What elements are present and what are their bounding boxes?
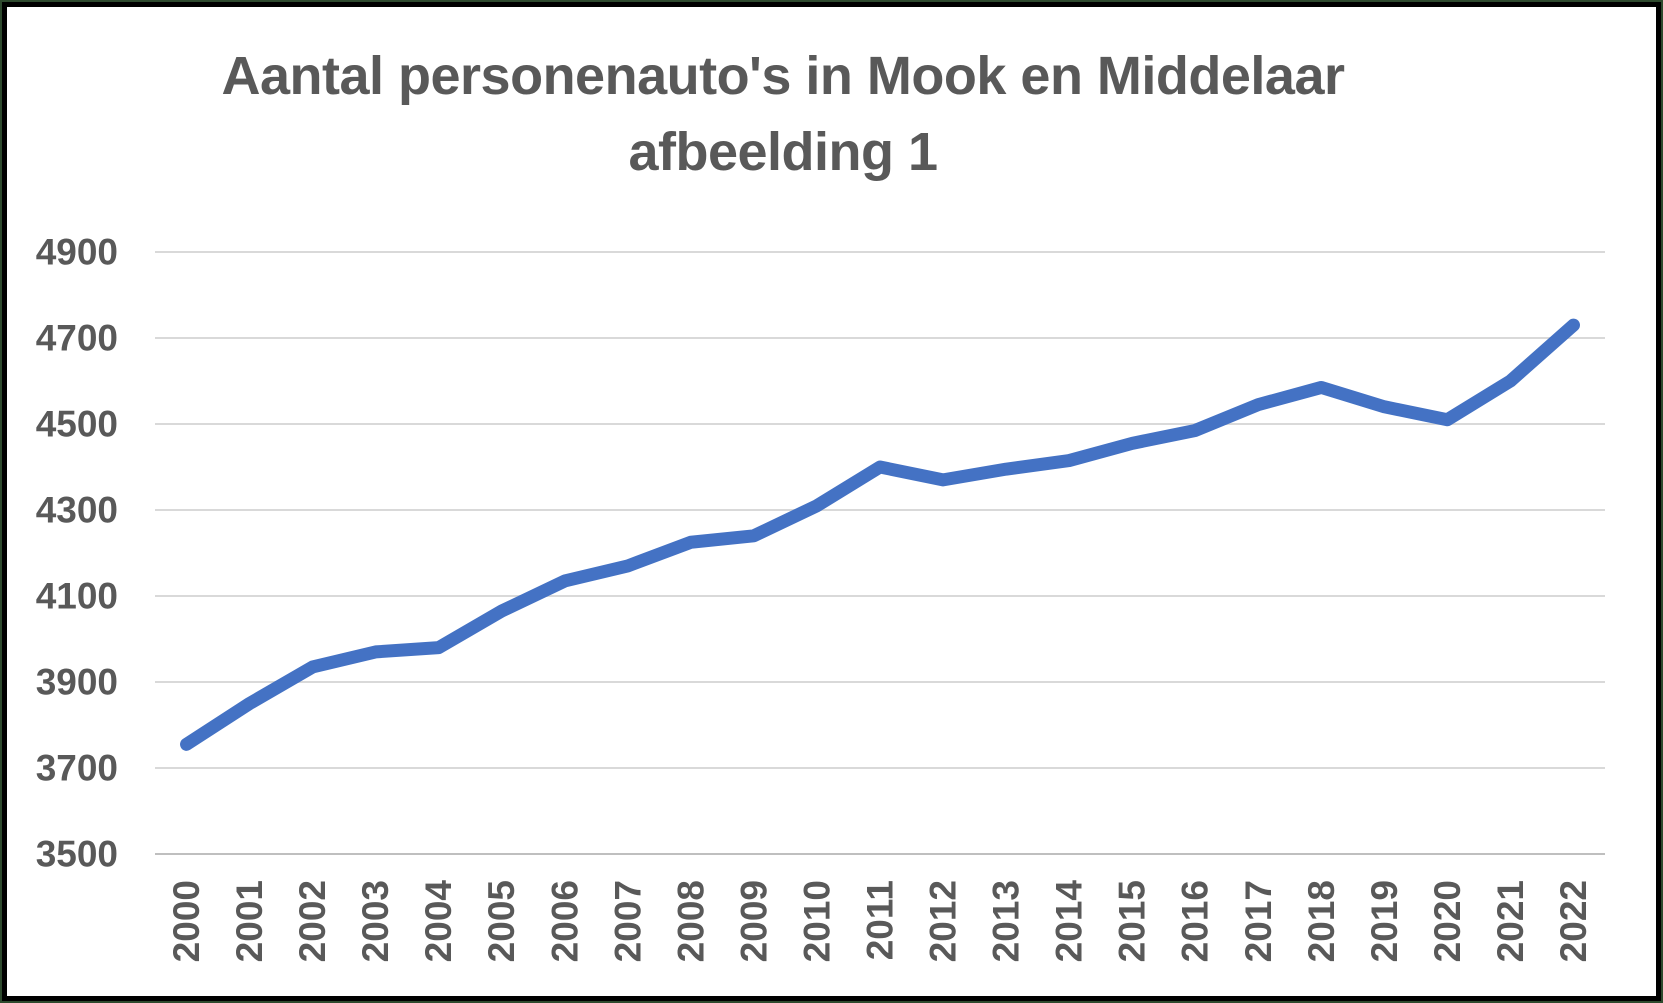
x-axis-tick-label: 2011 (860, 880, 901, 960)
x-axis-tick-label: 2001 (229, 880, 270, 962)
series-line (180, 318, 1580, 751)
x-axis-tick-label: 2006 (544, 880, 585, 962)
y-axis-tick-label: 3900 (36, 662, 118, 703)
x-axis-tick-label: 2013 (986, 880, 1027, 962)
x-axis-tick-label: 2020 (1427, 880, 1468, 962)
x-axis-tick-label: 2009 (733, 880, 774, 962)
x-axis-tick-label: 2016 (1175, 880, 1216, 962)
x-axis-tick-label: 2000 (166, 880, 207, 962)
y-axis-tick-label: 4900 (36, 232, 118, 273)
x-axis-tick-label: 2017 (1238, 880, 1279, 962)
x-axis-tick-label: 2014 (1049, 880, 1090, 963)
x-axis-tick-label: 2007 (607, 880, 648, 962)
chart-title-line1: Aantal personenauto's in Mook en Middela… (221, 46, 1345, 106)
x-axis-tick-label: 2004 (418, 880, 459, 963)
y-axis-tick-label: 4700 (36, 318, 118, 359)
x-axis-tick-label: 2010 (796, 880, 837, 962)
x-axis-tick-label: 2015 (1112, 880, 1153, 962)
x-axis-tick-label: 2003 (355, 880, 396, 962)
x-axis-tick-label: 2022 (1553, 880, 1594, 962)
x-axis-tick-label: 2018 (1301, 880, 1342, 962)
x-axis-tick-label: 2005 (481, 880, 522, 962)
y-axis-tick-label: 4300 (36, 490, 118, 531)
x-axis-tick-label: 2008 (670, 880, 711, 962)
x-axis-tick-label: 2002 (292, 880, 333, 962)
y-axis-tick-label: 4100 (36, 576, 118, 617)
y-axis-tick-label: 3500 (36, 834, 118, 875)
y-axis-tick-label: 4500 (36, 404, 118, 445)
x-axis-tick-label: 2012 (923, 880, 964, 962)
x-axis-tick-label: 2019 (1364, 880, 1405, 962)
x-axis-tick-label: 2021 (1490, 880, 1531, 962)
y-axis-tick-label: 3700 (36, 748, 118, 789)
chart-title-line2: afbeelding 1 (628, 122, 938, 182)
chart-title: Aantal personenauto's in Mook en Middela… (0, 38, 1566, 190)
